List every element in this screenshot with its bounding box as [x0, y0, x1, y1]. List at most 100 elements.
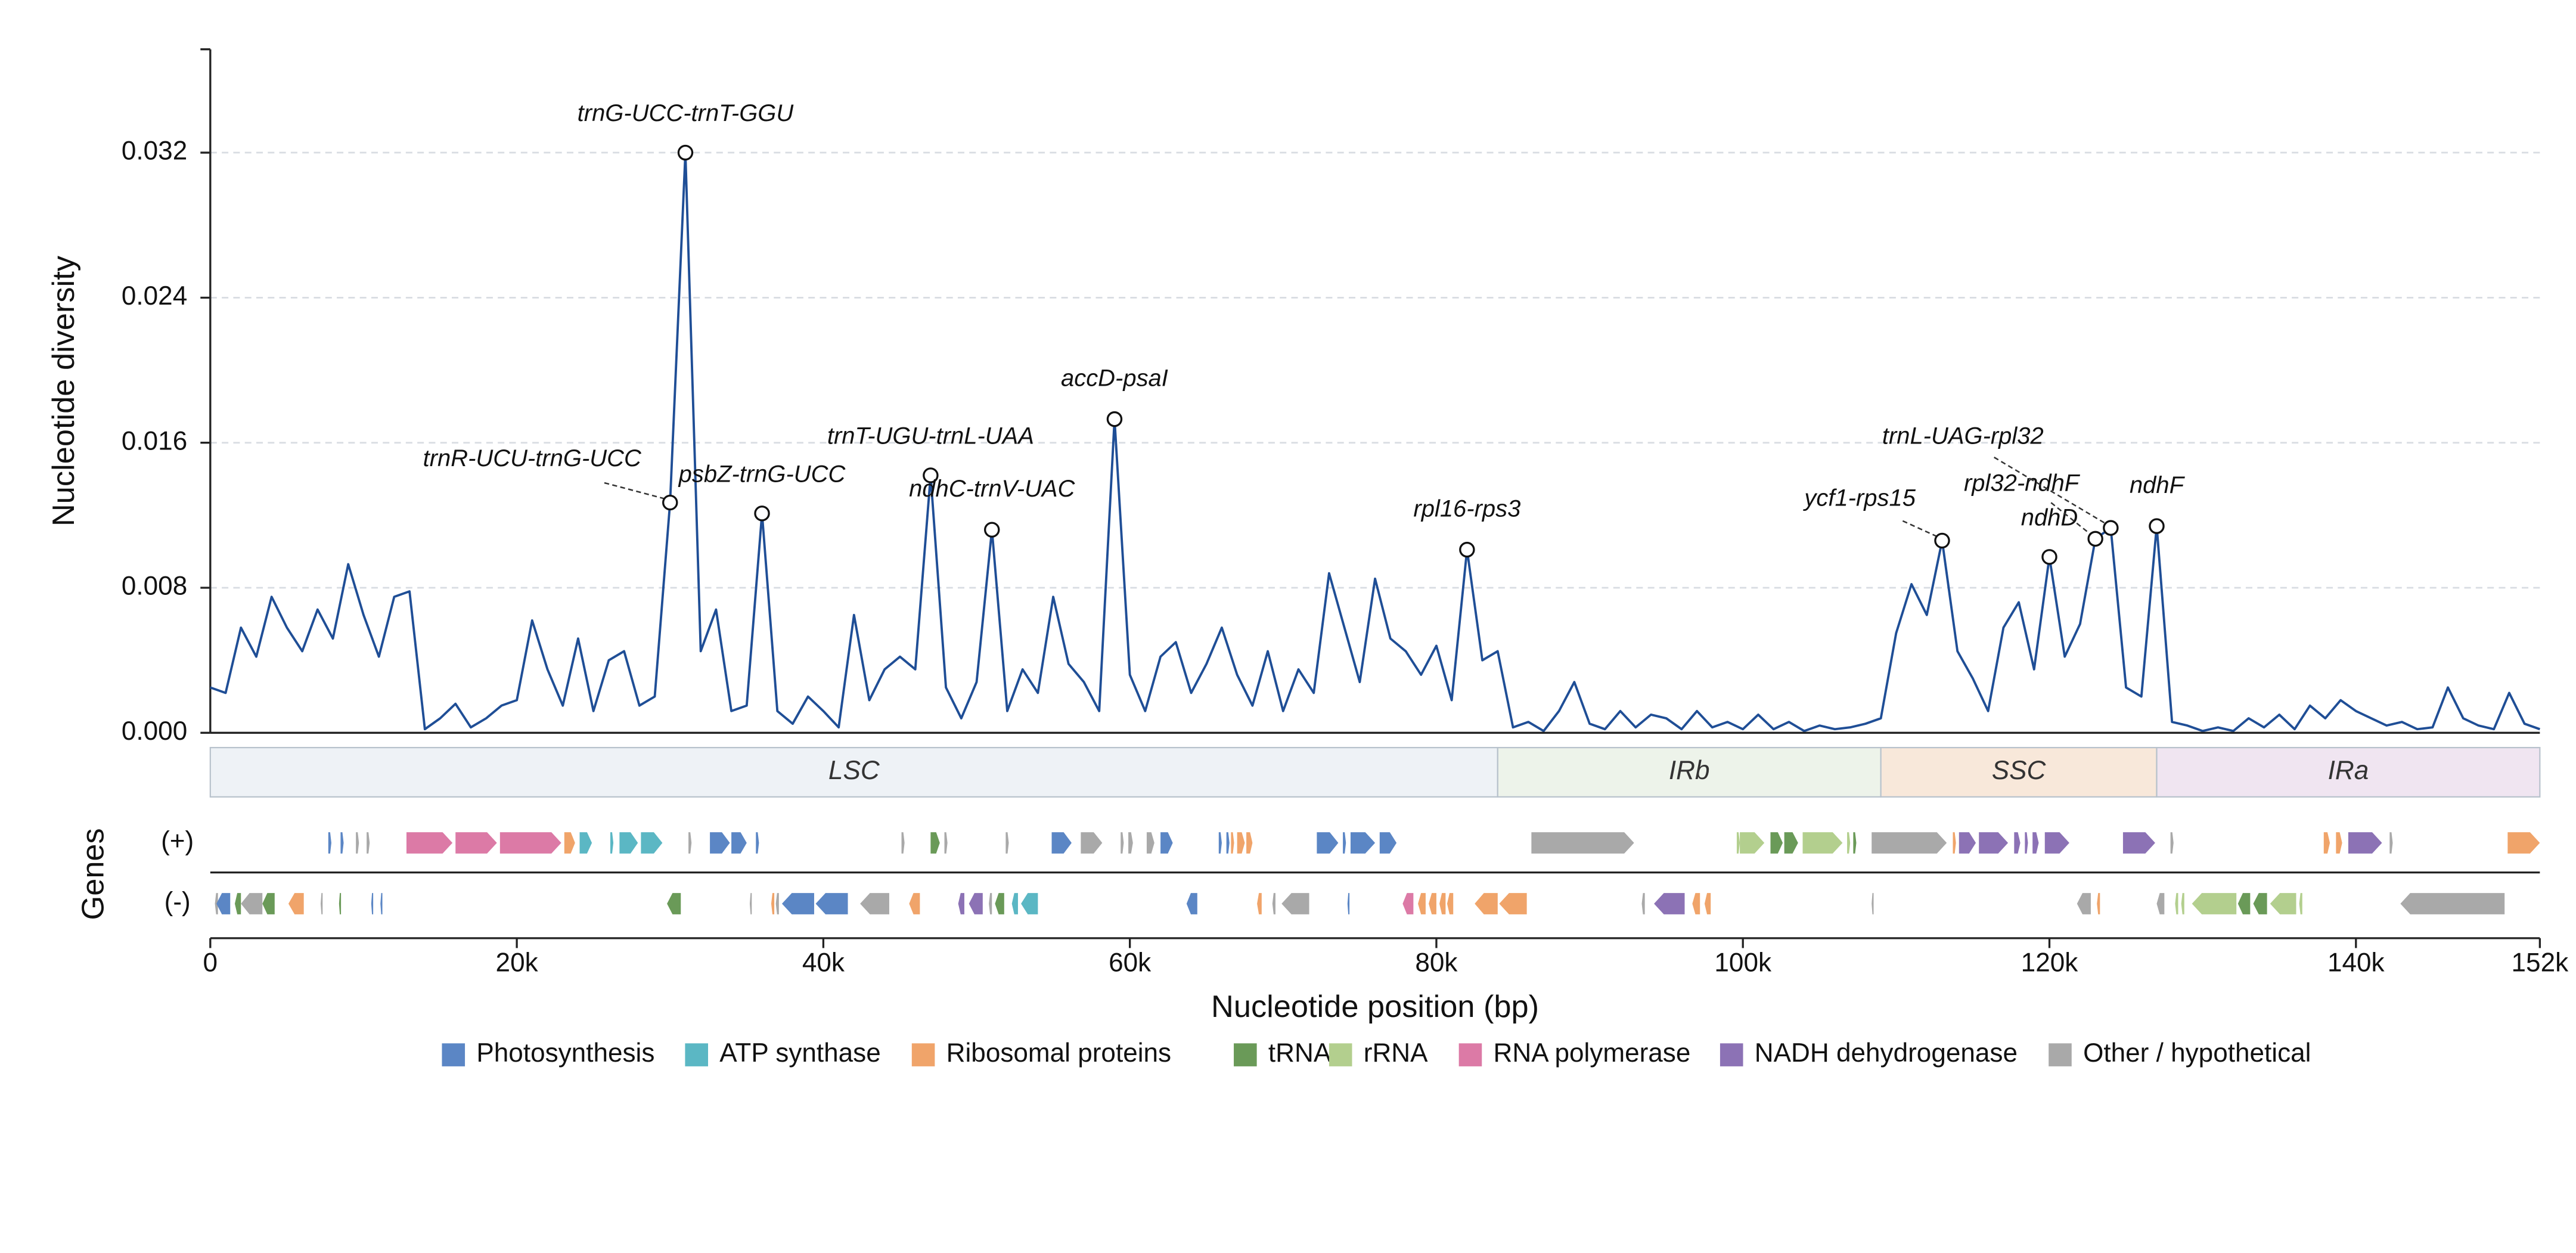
gene — [455, 832, 497, 854]
gene — [989, 893, 992, 914]
gene — [2237, 893, 2251, 914]
y-tick-label: 0.032 — [122, 137, 187, 166]
annotation-marker — [1106, 411, 1123, 427]
legend-swatch — [1329, 1043, 1352, 1066]
gene — [1531, 832, 1634, 854]
legend-label: RNA polymerase — [1494, 1038, 1691, 1068]
gene — [1121, 832, 1124, 854]
gene — [1160, 832, 1173, 854]
legend-label: rRNA — [1364, 1038, 1428, 1068]
gene — [579, 832, 592, 854]
gene — [234, 893, 241, 914]
gene — [2253, 893, 2267, 914]
gene — [756, 832, 759, 854]
gene — [958, 893, 964, 914]
gene — [380, 893, 383, 914]
gene — [1872, 893, 1874, 914]
gene — [1847, 832, 1851, 854]
gene — [781, 893, 814, 914]
gene — [564, 832, 575, 854]
annotation-label: rpl16-rps3 — [1413, 496, 1520, 522]
gene — [2270, 893, 2296, 914]
gene — [356, 832, 359, 854]
gene — [1953, 832, 1956, 854]
gene — [2156, 893, 2165, 914]
gene — [909, 893, 920, 914]
gene — [969, 893, 983, 914]
gene — [1011, 893, 1018, 914]
gene — [944, 832, 948, 854]
region — [1880, 747, 2158, 798]
annotation-label: accD-psaI — [1061, 365, 1168, 392]
gene — [1704, 893, 1711, 914]
diversity-line — [210, 151, 2540, 733]
region — [209, 747, 1498, 798]
annotation-label: trnG-UCC-trnT-GGU — [578, 100, 794, 126]
region — [1497, 747, 1882, 798]
annotation-leader — [604, 482, 668, 500]
gene — [2032, 832, 2039, 854]
gene — [2175, 893, 2178, 914]
gene — [1005, 832, 1009, 854]
x-tick-label: 100k — [1714, 948, 1772, 978]
legend-swatch — [911, 1043, 935, 1066]
gene — [2400, 893, 2505, 914]
gene — [930, 832, 940, 854]
gene — [320, 893, 323, 914]
annotation-marker — [923, 467, 939, 483]
gene — [1740, 832, 1765, 854]
annotation-leader — [2050, 502, 2093, 536]
gene — [771, 893, 775, 914]
gene — [610, 832, 614, 854]
gene — [731, 832, 747, 854]
region-label: IRb — [1669, 756, 1710, 785]
gene — [1641, 893, 1645, 914]
gene — [2323, 832, 2330, 854]
gene — [1281, 893, 1309, 914]
legend-label: NADH dehydrogenase — [1755, 1038, 2018, 1068]
legend-swatch — [1234, 1043, 1257, 1066]
gene — [328, 832, 331, 854]
legend-swatch — [2049, 1043, 2072, 1066]
gene — [1499, 893, 1527, 914]
legend-swatch — [1720, 1043, 1743, 1066]
y-tick-label: 0.024 — [122, 281, 187, 311]
gene — [1692, 893, 1700, 914]
gene — [1317, 832, 1339, 854]
annotation-label: ndhC-trnV-UAC — [909, 476, 1075, 502]
x-tick-label: 0 — [203, 948, 218, 978]
annotation-label: ndhD — [2021, 504, 2078, 531]
gene — [1246, 832, 1253, 854]
annotation-label: trnT-UGU-trnL-UAA — [827, 423, 1034, 449]
gene — [641, 832, 663, 854]
gene — [1021, 893, 1038, 914]
gene — [2044, 832, 2069, 854]
gene — [1226, 832, 1230, 854]
gene — [2077, 893, 2091, 914]
gene — [1379, 832, 1397, 854]
y-tick-label: 0.008 — [122, 572, 187, 601]
gene — [1429, 893, 1436, 914]
gene — [775, 893, 779, 914]
gene — [815, 893, 848, 914]
legend-label: Ribosomal proteins — [946, 1038, 1171, 1068]
gene — [1146, 832, 1154, 854]
legend-label: ATP synthase — [719, 1038, 880, 1068]
gene — [1051, 832, 1072, 854]
gene — [262, 893, 275, 914]
strand-label: (-) — [165, 888, 191, 917]
gene — [367, 832, 370, 854]
x-tick-label: 60k — [1109, 948, 1152, 978]
gene — [1475, 893, 1498, 914]
annotation-marker — [1934, 532, 1950, 549]
x-axis-label: Nucleotide position (bp) — [1211, 990, 1539, 1024]
gene — [241, 893, 263, 914]
x-tick-label: 120k — [2021, 948, 2079, 978]
gene — [2348, 832, 2382, 854]
gene — [2170, 832, 2174, 854]
x-tick-label: 40k — [802, 948, 845, 978]
gene — [2389, 832, 2393, 854]
gene — [2336, 832, 2342, 854]
gene — [1770, 832, 1783, 854]
gene — [1784, 832, 1798, 854]
